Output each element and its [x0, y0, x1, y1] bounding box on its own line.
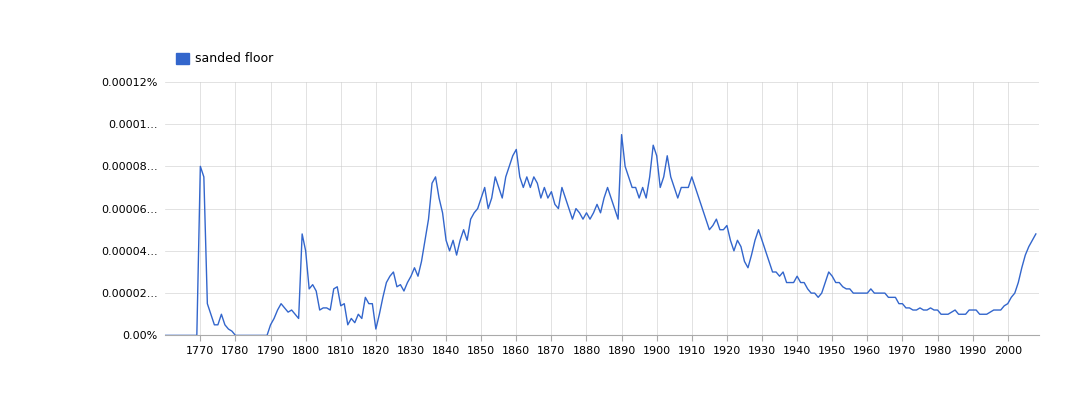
Legend: sanded floor: sanded floor [172, 47, 278, 70]
